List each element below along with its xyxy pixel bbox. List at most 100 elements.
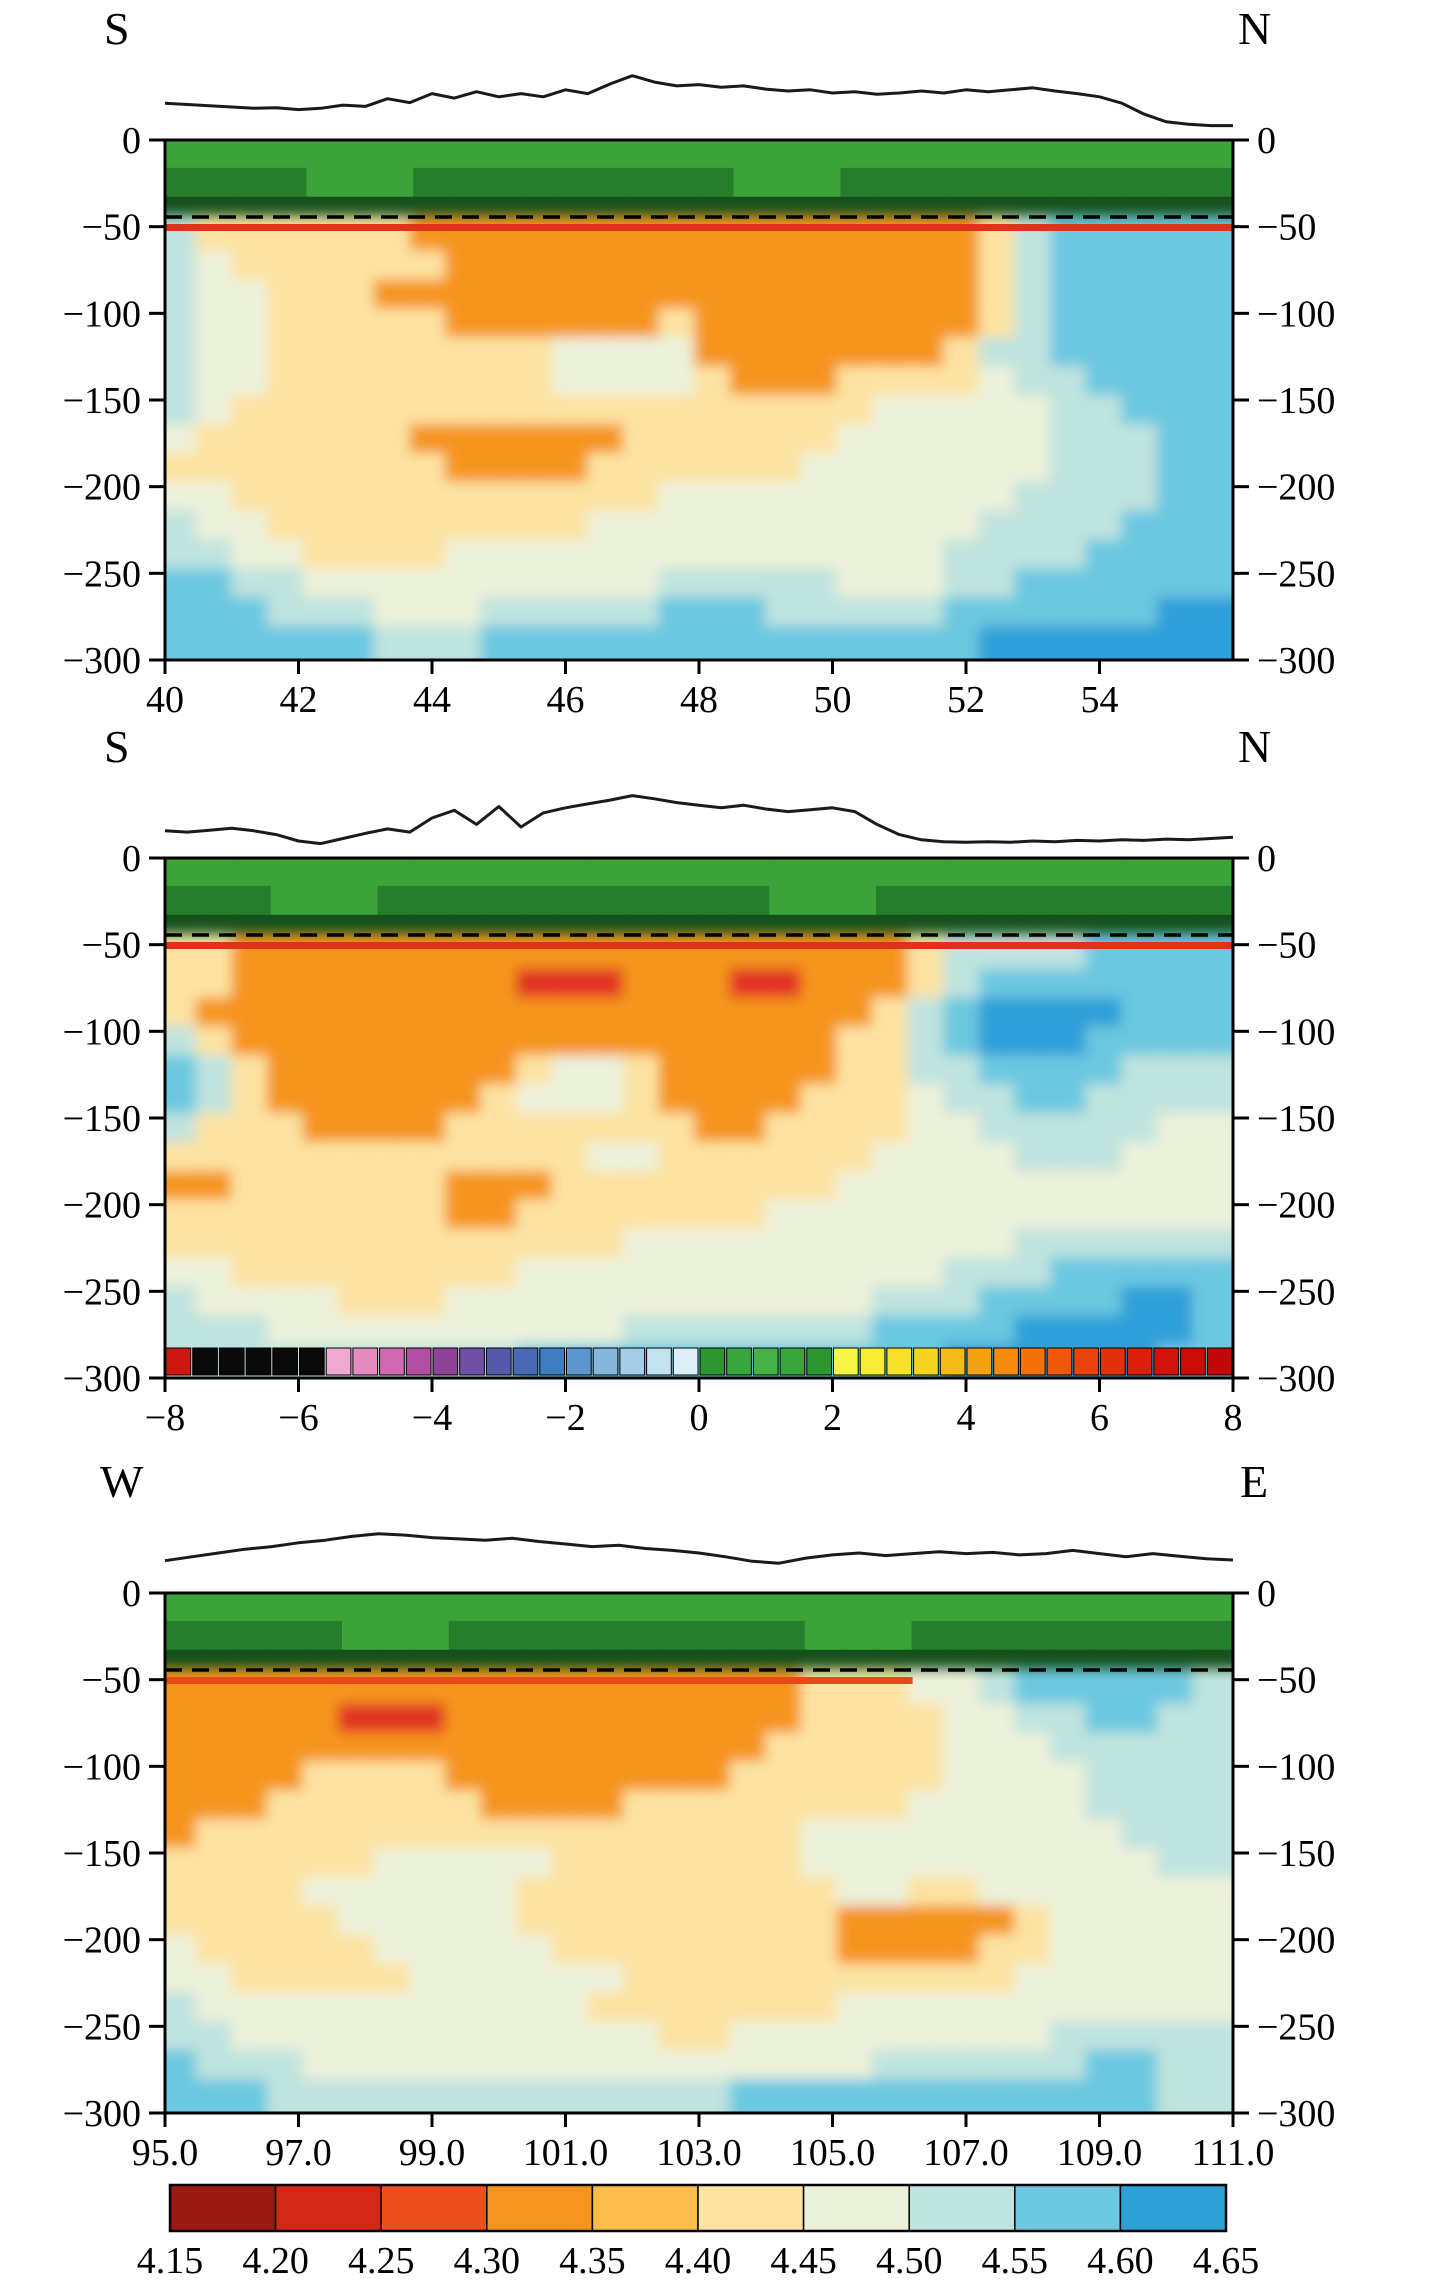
panel-3-x-tick-label: 107.0 <box>923 2132 1009 2174</box>
panel-2-velocity-heatmap <box>165 933 1233 1378</box>
panel-1-x-tick-label: 44 <box>413 679 451 721</box>
panel-3-depth-tick-label: −50 <box>1257 1660 1316 1702</box>
panel-2-x-tick-label: 6 <box>1090 1397 1109 1439</box>
panel-3-depth-tick-label: −300 <box>63 2093 141 2135</box>
panel-1-x-tick-label: 52 <box>947 679 985 721</box>
panel-1-x-tick-label: 50 <box>814 679 852 721</box>
velocity-colorbar-label: 4.55 <box>982 2240 1049 2281</box>
panel-1-depth-tick-label: −300 <box>1257 640 1335 682</box>
panel-1-x-tick-label: 42 <box>280 679 318 721</box>
panel-1-crust-band <box>165 140 1233 228</box>
panel-3-x-tick-label: 103.0 <box>656 2132 742 2174</box>
panel-3-depth-tick-label: −200 <box>63 1920 141 1962</box>
panel-2-crust-band <box>165 858 1233 946</box>
velocity-colorbar-label: 4.15 <box>137 2240 204 2281</box>
panel-1-moho-anomaly-line <box>165 224 1233 231</box>
panel-2-depth-tick-label: −100 <box>63 1011 141 1053</box>
panel-3-topography-line <box>164 1532 1234 1565</box>
velocity-colorbar-label: 4.60 <box>1087 2240 1154 2281</box>
velocity-colorbar-label: 4.25 <box>348 2240 415 2281</box>
panel-2-depth-tick-label: −300 <box>63 1358 141 1400</box>
panel-3-depth-tick-label: −300 <box>1257 2093 1335 2135</box>
panel-1-depth-tick-label: 0 <box>1257 120 1276 162</box>
panel-1-depth-tick-label: −250 <box>1257 553 1335 595</box>
panel-1-x-tick-label: 54 <box>1081 679 1119 721</box>
panel-3-depth-tick-label: −250 <box>63 2006 141 2048</box>
panel-2-x-tick-label: −2 <box>545 1397 585 1439</box>
anomaly-colorbar-strip <box>165 1347 1233 1376</box>
panel-1-depth-axis: 0 0 −50 −50 −100 −100 −150 −150 −200 −200 −250 −250… <box>63 120 1336 682</box>
panel-3-depth-tick-label: −100 <box>63 1746 141 1788</box>
panel-2-depth-tick-label: −250 <box>63 1271 141 1313</box>
panel-2-x-tick-label: −4 <box>412 1397 452 1439</box>
panel-3-x-tick-label: 97.0 <box>265 2132 332 2174</box>
panel-3-depth-tick-label: −100 <box>1257 1746 1335 1788</box>
velocity-colorbar-label: 4.40 <box>665 2240 732 2281</box>
panel-1-depth-tick-label: −200 <box>63 467 141 509</box>
panel-2-x-tick-label: 8 <box>1224 1397 1243 1439</box>
panel-2-depth-tick-label: −100 <box>1257 1011 1335 1053</box>
panel-3-east-label: E <box>1240 1456 1269 1507</box>
panel-1-x-tick-label: 40 <box>146 679 184 721</box>
panel-3-depth-axis: 0 0 −50 −50 −100 −100 −150 −150 −200 −200 −250 −250… <box>63 1573 1336 2135</box>
panel-2-depth-axis: 0 0 −50 −50 −100 −100 −150 −150 −200 −200 −250 −250… <box>63 838 1336 1400</box>
panel-3-x-tick-label: 99.0 <box>399 2132 466 2174</box>
panel-2-depth-tick-label: −150 <box>1257 1098 1335 1140</box>
panel-1-depth-tick-label: −200 <box>1257 467 1335 509</box>
velocity-colorbar-label: 4.20 <box>242 2240 309 2281</box>
panel-1-depth-tick-label: −150 <box>63 380 141 422</box>
velocity-colorbar: 4.15 4.20 4.25 4.30 4.35 4.40 4.45 4.50 4.55 4.60… <box>137 2183 1260 2281</box>
panel-1-depth-tick-label: −100 <box>63 293 141 335</box>
panel-3-x-tick-label: 101.0 <box>523 2132 609 2174</box>
panel-3-horizontal-axis: 95.0 97.0 99.0 101.0 103.0 105.0 107.0 109.0 111… <box>132 2113 1275 2174</box>
panel-1-x-tick-label: 48 <box>680 679 718 721</box>
velocity-colorbar-label: 4.45 <box>770 2240 837 2281</box>
panel-3-depth-tick-label: −50 <box>82 1660 141 1702</box>
panel-2-x-tick-label: 4 <box>957 1397 976 1439</box>
panel-2-south-label: S <box>104 721 130 772</box>
velocity-colorbar-label: 4.35 <box>559 2240 626 2281</box>
panel-1-depth-tick-label: −300 <box>63 640 141 682</box>
panel-2-depth-tick-label: −50 <box>1257 925 1316 967</box>
panel-2-x-tick-label: −8 <box>145 1397 185 1439</box>
panel-2-depth-tick-label: −200 <box>63 1185 141 1227</box>
panel-1-depth-tick-label: −250 <box>63 553 141 595</box>
panel-1-south-label: S <box>104 3 130 54</box>
panel-3-depth-tick-label: −150 <box>1257 1833 1335 1875</box>
panel-2-x-tick-label: 2 <box>823 1397 842 1439</box>
panel-2-horizontal-axis: −8 −6 −4 −2 0 2 4 6 8 <box>145 1378 1243 1439</box>
panel-3-x-tick-label: 95.0 <box>132 2132 199 2174</box>
panel-1-depth-tick-label: −100 <box>1257 293 1335 335</box>
panel-1-topography-line <box>164 74 1233 128</box>
panel-3-depth-tick-label: −250 <box>1257 2006 1335 2048</box>
panel-2-x-tick-label: 0 <box>690 1397 709 1439</box>
velocity-colorbar-label: 4.65 <box>1193 2240 1260 2281</box>
panel-3-x-tick-label: 109.0 <box>1057 2132 1143 2174</box>
panel-3-moho-anomaly-line <box>165 1677 913 1684</box>
panel-3-depth-tick-label: 0 <box>122 1573 141 1615</box>
panel-3-depth-tick-label: −150 <box>63 1833 141 1875</box>
panel-2-x-tick-label: −6 <box>278 1397 318 1439</box>
panel-2-depth-tick-label: −200 <box>1257 1185 1335 1227</box>
panel-1-x-tick-label: 46 <box>547 679 585 721</box>
panel-3-crust-band <box>165 1593 1233 1681</box>
panel-3-velocity-heatmap <box>165 1668 1233 2113</box>
panel-3-x-tick-label: 111.0 <box>1192 2132 1275 2174</box>
panel-2-north-label: N <box>1238 721 1272 772</box>
panel-1-velocity-heatmap <box>165 215 1233 660</box>
panel-3-west-label: W <box>100 1456 144 1507</box>
panel-1-depth-tick-label: −150 <box>1257 380 1335 422</box>
panel-1-depth-tick-label: 0 <box>122 120 141 162</box>
panel-2-depth-tick-label: −250 <box>1257 1271 1335 1313</box>
velocity-colorbar-label: 4.30 <box>454 2240 521 2281</box>
panel-2-depth-tick-label: −50 <box>82 925 141 967</box>
panel-2-depth-tick-label: −150 <box>63 1098 141 1140</box>
panel-3-x-tick-label: 105.0 <box>790 2132 876 2174</box>
panel-2-depth-tick-label: 0 <box>1257 838 1276 880</box>
panel-3-depth-tick-label: 0 <box>1257 1573 1276 1615</box>
panel-2-moho-anomaly-line <box>165 942 1233 949</box>
panel-2-depth-tick-label: 0 <box>122 838 141 880</box>
panel-1-depth-tick-label: −50 <box>82 207 141 249</box>
